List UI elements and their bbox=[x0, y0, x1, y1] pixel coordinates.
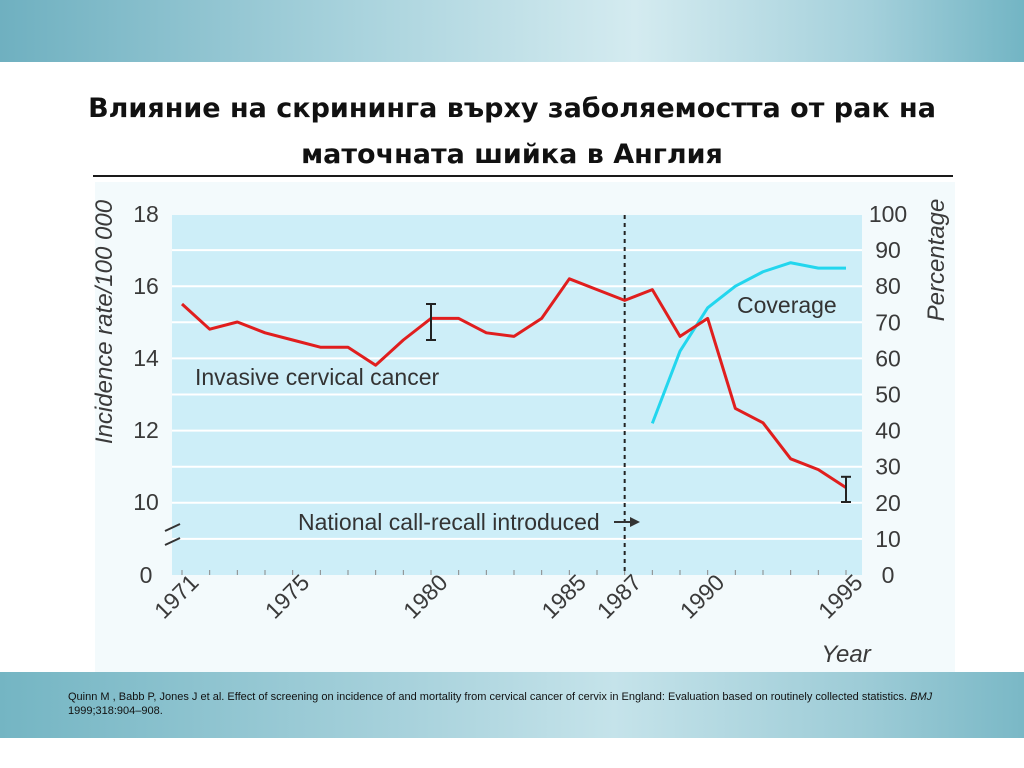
y-right-tick-label: 90 bbox=[875, 237, 901, 263]
y-left-axis-title: Incidence rate/100 000 bbox=[91, 199, 118, 444]
series-line-incidence bbox=[180, 277, 847, 489]
annotation-call-recall: National call-recall introduced bbox=[298, 509, 600, 535]
y-left-tick-label: 14 bbox=[133, 345, 159, 371]
y-right-tick-label: 60 bbox=[875, 345, 901, 371]
y-left-tick-label: 10 bbox=[133, 489, 159, 515]
y-left-tick-label: 12 bbox=[133, 417, 159, 443]
annotation-coverage: Coverage bbox=[737, 292, 837, 318]
y-right-axis-title: Percentage bbox=[923, 199, 950, 322]
grid-lines bbox=[172, 249, 862, 540]
axis-break-mark bbox=[164, 537, 181, 546]
citation-text: Quinn M , Babb P, Jones J et al. Effect … bbox=[68, 691, 911, 703]
citation-journal: BMJ bbox=[910, 691, 933, 703]
y-right-tick-label: 100 bbox=[869, 201, 907, 227]
y-right-tick-label: 20 bbox=[875, 490, 901, 516]
slide-title: Влияние на скрининга върху заболяемостта… bbox=[88, 93, 936, 170]
y-left-tick-label: 18 bbox=[133, 201, 159, 227]
y-left-tick-label: 16 bbox=[133, 273, 159, 299]
y-right-tick-label: 30 bbox=[875, 454, 901, 480]
citation: Quinn M , Babb P, Jones J et al. Effect … bbox=[68, 690, 998, 718]
footer-banner: Quinn M , Babb P, Jones J et al. Effect … bbox=[0, 672, 1024, 738]
y-right-tick-label: 50 bbox=[875, 382, 901, 408]
overlay: Invasive cervical cancer Coverage National… bbox=[195, 215, 837, 575]
y-right-tick-label: 10 bbox=[875, 526, 901, 552]
title-rule bbox=[93, 175, 953, 177]
y-right-tick-label: 0 bbox=[882, 562, 895, 588]
citation-ref: 1999;318:904–908. bbox=[68, 705, 163, 717]
axis-break-mark bbox=[164, 523, 181, 532]
series bbox=[180, 261, 851, 503]
x-axis-title: Year bbox=[821, 641, 871, 668]
annotation-arrowhead bbox=[630, 517, 640, 527]
series-line-coverage bbox=[650, 261, 846, 424]
y-left-tick-label: 0 bbox=[140, 562, 153, 588]
y-right-tick-label: 70 bbox=[875, 309, 901, 335]
annotation-invasive-cancer: Invasive cervical cancer bbox=[195, 364, 439, 390]
y-right-tick-label: 40 bbox=[875, 418, 901, 444]
top-banner bbox=[0, 0, 1024, 62]
y-right-tick-label: 80 bbox=[875, 273, 901, 299]
